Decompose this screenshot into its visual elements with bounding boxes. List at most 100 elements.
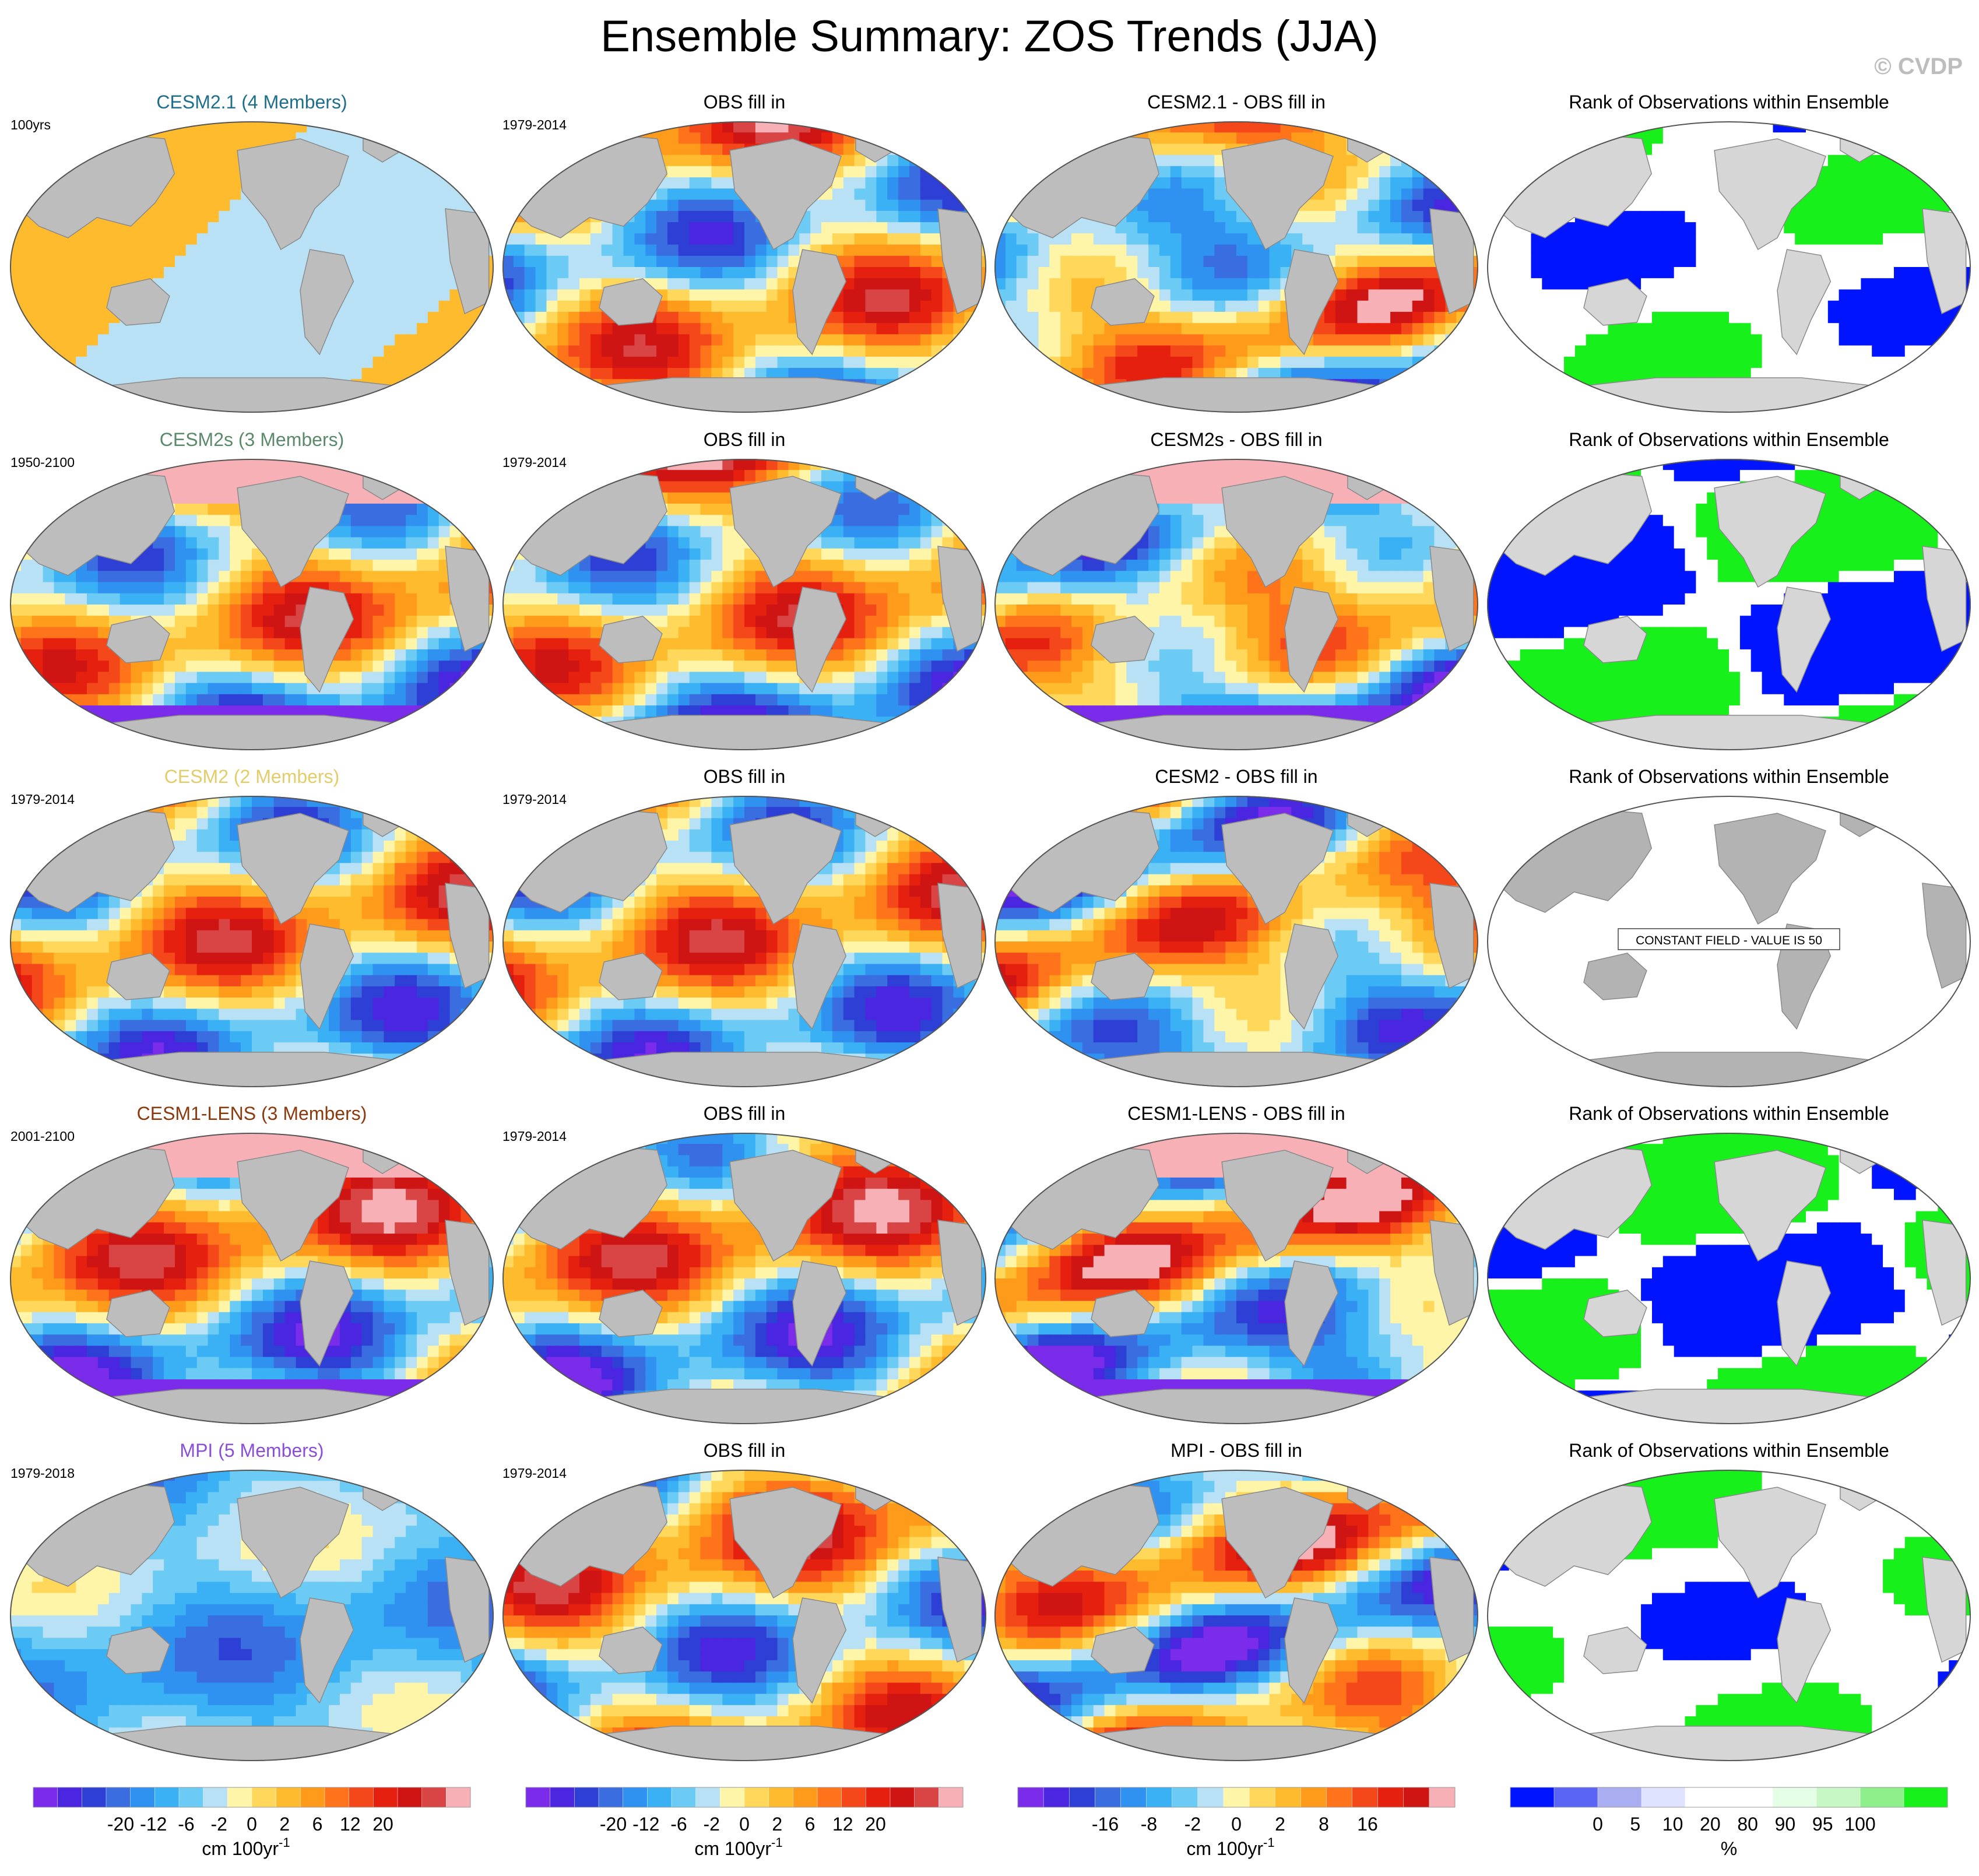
field-cell xyxy=(1630,233,1641,245)
field-cell xyxy=(119,345,132,357)
field-cell xyxy=(1915,379,1928,391)
field-cell xyxy=(1379,255,1391,268)
field-cell xyxy=(185,255,198,268)
field-cell xyxy=(1060,255,1072,268)
field-cell xyxy=(1520,300,1532,312)
field-cell xyxy=(744,345,756,357)
field-cell xyxy=(964,132,976,144)
field-cell xyxy=(372,244,384,257)
field-cell xyxy=(689,300,701,312)
field-cell xyxy=(1357,267,1369,279)
field-cell xyxy=(1269,289,1281,301)
field-cell xyxy=(472,379,483,391)
field-cell xyxy=(1423,368,1435,380)
field-cell xyxy=(438,199,451,212)
field-cell xyxy=(1324,199,1336,212)
field-cell xyxy=(876,121,888,133)
field-cell xyxy=(472,132,483,144)
field-cell xyxy=(1729,323,1741,335)
field-cell xyxy=(909,401,921,413)
field-cell xyxy=(1390,278,1402,290)
field-cell xyxy=(909,132,921,144)
field-cell xyxy=(557,390,569,402)
field-cell xyxy=(1739,132,1752,144)
field-cell xyxy=(1850,289,1861,301)
field-cell xyxy=(1390,334,1402,346)
field-cell xyxy=(535,289,547,301)
field-cell xyxy=(54,143,65,156)
field-cell xyxy=(1662,289,1675,301)
field-cell xyxy=(20,470,33,482)
field-cell xyxy=(472,334,483,346)
field-cell xyxy=(1379,300,1391,312)
field-cell xyxy=(667,199,679,212)
field-cell xyxy=(700,368,712,380)
field-cell xyxy=(1861,323,1872,335)
field-cell xyxy=(832,199,844,212)
field-cell xyxy=(1652,323,1664,335)
field-cell xyxy=(1280,345,1292,357)
field-cell xyxy=(406,334,417,346)
field-cell xyxy=(54,368,65,380)
field-cell xyxy=(1762,289,1774,301)
field-cell xyxy=(1861,289,1872,301)
field-cell xyxy=(1574,390,1587,402)
field-cell xyxy=(1915,188,1928,201)
field-cell xyxy=(1597,334,1609,346)
field-cell xyxy=(417,459,428,470)
field-cell xyxy=(10,368,22,380)
field-cell xyxy=(196,311,209,324)
field-cell xyxy=(406,537,417,549)
field-cell xyxy=(513,132,525,144)
field-cell xyxy=(427,289,440,301)
field-cell xyxy=(87,255,99,268)
field-cell xyxy=(931,188,943,201)
land-north-america xyxy=(1221,138,1334,251)
field-cell xyxy=(546,154,558,167)
field-cell xyxy=(131,334,142,346)
field-cell xyxy=(1872,177,1883,189)
field-cell xyxy=(1434,311,1446,324)
field-cell xyxy=(1949,334,1960,346)
field-cell xyxy=(43,356,55,368)
field-cell xyxy=(1938,166,1949,178)
field-cell xyxy=(131,267,142,279)
field-cell xyxy=(1324,244,1336,257)
field-cell xyxy=(953,188,965,201)
field-cell xyxy=(1203,222,1215,234)
field-cell xyxy=(241,345,252,357)
field-cell xyxy=(711,255,723,268)
field-cell xyxy=(1630,334,1641,346)
field-cell xyxy=(1762,368,1774,380)
field-cell xyxy=(131,368,142,380)
field-cell xyxy=(755,255,767,268)
field-cell xyxy=(1795,222,1806,234)
field-cell xyxy=(1806,132,1818,144)
field-cell xyxy=(1027,379,1039,391)
field-cell xyxy=(384,323,395,335)
field-cell xyxy=(1608,267,1619,279)
field-cell xyxy=(1082,289,1094,301)
field-cell xyxy=(1542,278,1553,290)
field-cell xyxy=(590,356,602,368)
field-cell xyxy=(1652,255,1664,268)
field-cell xyxy=(1949,390,1960,402)
field-cell xyxy=(1574,356,1587,368)
field-cell xyxy=(1401,177,1413,189)
field-cell xyxy=(1390,177,1402,189)
field-cell xyxy=(634,233,646,245)
field-cell xyxy=(1861,166,1872,178)
field-cell xyxy=(1324,334,1336,346)
field-cell xyxy=(1236,255,1248,268)
field-cell xyxy=(1357,222,1369,234)
field-cell xyxy=(54,481,65,493)
field-cell xyxy=(1170,244,1182,257)
field-cell xyxy=(1850,334,1861,346)
field-cell xyxy=(678,222,690,234)
field-cell xyxy=(634,222,646,234)
field-cell xyxy=(449,345,461,357)
field-cell xyxy=(920,244,932,257)
field-cell xyxy=(601,401,613,413)
field-cell xyxy=(87,143,99,156)
